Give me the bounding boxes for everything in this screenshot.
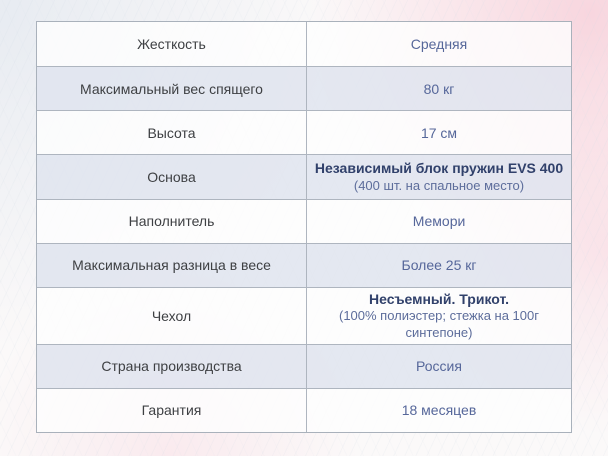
spec-row-country: Страна производства Россия (37, 343, 571, 388)
spec-value: Более 25 кг (401, 257, 477, 274)
spec-label: Страна производства (101, 358, 242, 375)
spec-value-cell: Более 25 кг (306, 243, 571, 287)
spec-label: Максимальная разница в весе (72, 257, 271, 274)
spec-label: Чехол (151, 307, 192, 324)
spec-value-secondary: (100% полиэстер; стежка на 100г синтепон… (338, 307, 539, 340)
spec-row-max-weight: Максимальный вес спящего 80 кг (37, 66, 571, 111)
spec-value-cell: 18 месяцев (306, 388, 571, 432)
spec-value: Средняя (410, 35, 468, 52)
spec-value: 18 месяцев (401, 402, 477, 419)
spec-label: Гарантия (141, 402, 202, 419)
spec-value-cell: Несъемный. Трикот. (100% полиэстер; стеж… (306, 287, 571, 344)
spec-value: Несъемный. Трикот. (369, 290, 509, 307)
spec-value: Независимый блок пружин EVS 400 (314, 160, 564, 177)
spec-label: Жесткость (137, 35, 206, 52)
spec-value: Мемори (412, 212, 466, 229)
spec-row-base: Основа Независимый блок пружин EVS 400 (… (37, 154, 571, 199)
spec-value-cell: Независимый блок пружин EVS 400 (400 шт.… (306, 155, 571, 199)
spec-row-height: Высота 17 см (37, 110, 571, 155)
spec-value-cell: 80 кг (306, 67, 571, 111)
spec-row-filler: Наполнитель Мемори (37, 198, 571, 243)
spec-value-secondary: (400 шт. на спальное место) (353, 177, 525, 193)
spec-value: 17 см (420, 124, 458, 141)
spec-label: Наполнитель (128, 212, 215, 229)
spec-value: Россия (416, 358, 462, 375)
spec-value-cell: 17 см (306, 111, 571, 155)
spec-value-cell: Россия (306, 344, 571, 388)
specs-table: Жесткость Средняя Максимальный вес спяще… (36, 21, 572, 433)
spec-row-cover: Чехол Несъемный. Трикот. (100% полиэстер… (37, 286, 571, 344)
spec-value-cell: Мемори (306, 199, 571, 243)
spec-value-cell: Средняя (306, 22, 571, 67)
spec-row-hardness: Жесткость Средняя (37, 22, 571, 67)
spec-label: Максимальный вес спящего (80, 80, 263, 97)
spec-label: Высота (147, 124, 196, 141)
spec-label: Основа (147, 168, 196, 185)
spec-value: 80 кг (423, 80, 455, 97)
spec-row-warranty: Гарантия 18 месяцев (37, 387, 571, 432)
spec-row-weight-difference: Максимальная разница в весе Более 25 кг (37, 242, 571, 287)
